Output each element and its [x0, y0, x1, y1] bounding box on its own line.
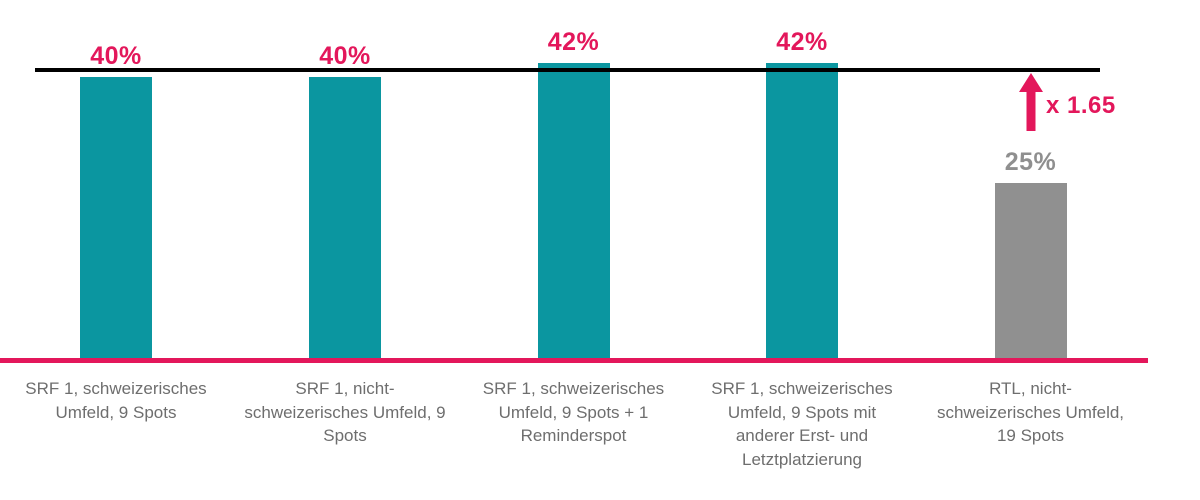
- bar: [80, 77, 152, 360]
- bar: [309, 77, 381, 360]
- bar-category-label: SRF 1, schweizerisches Umfeld, 9 Spots: [25, 379, 207, 422]
- bar-value-label: 40%: [90, 42, 142, 70]
- bar-category-label: SRF 1, schweizerisches Umfeld, 9 Spots +…: [482, 379, 665, 445]
- benchmark-line: [35, 68, 1100, 72]
- bar: [766, 63, 838, 360]
- x-axis-baseline: [0, 358, 1148, 363]
- bar-value-label: 42%: [547, 28, 600, 56]
- arrow-up-icon: [1019, 73, 1043, 131]
- bar-value-label: 42%: [776, 28, 828, 56]
- bar-category-label: SRF 1, schweizerisches Umfeld, 9 Spots m…: [711, 379, 893, 469]
- bar-category-label: RTL, nicht- schweizerisches Umfeld, 19 S…: [936, 379, 1125, 445]
- bar-value-label: 25%: [1004, 148, 1057, 176]
- bar-value-label: 40%: [319, 42, 371, 70]
- bar: [537, 63, 610, 360]
- bar: [994, 183, 1067, 360]
- multiplier-annotation: [1016, 73, 1046, 136]
- multiplier-label: x 1.65: [1046, 92, 1116, 119]
- bar-category-label: SRF 1, nicht- schweizerisches Umfeld, 9 …: [244, 379, 446, 445]
